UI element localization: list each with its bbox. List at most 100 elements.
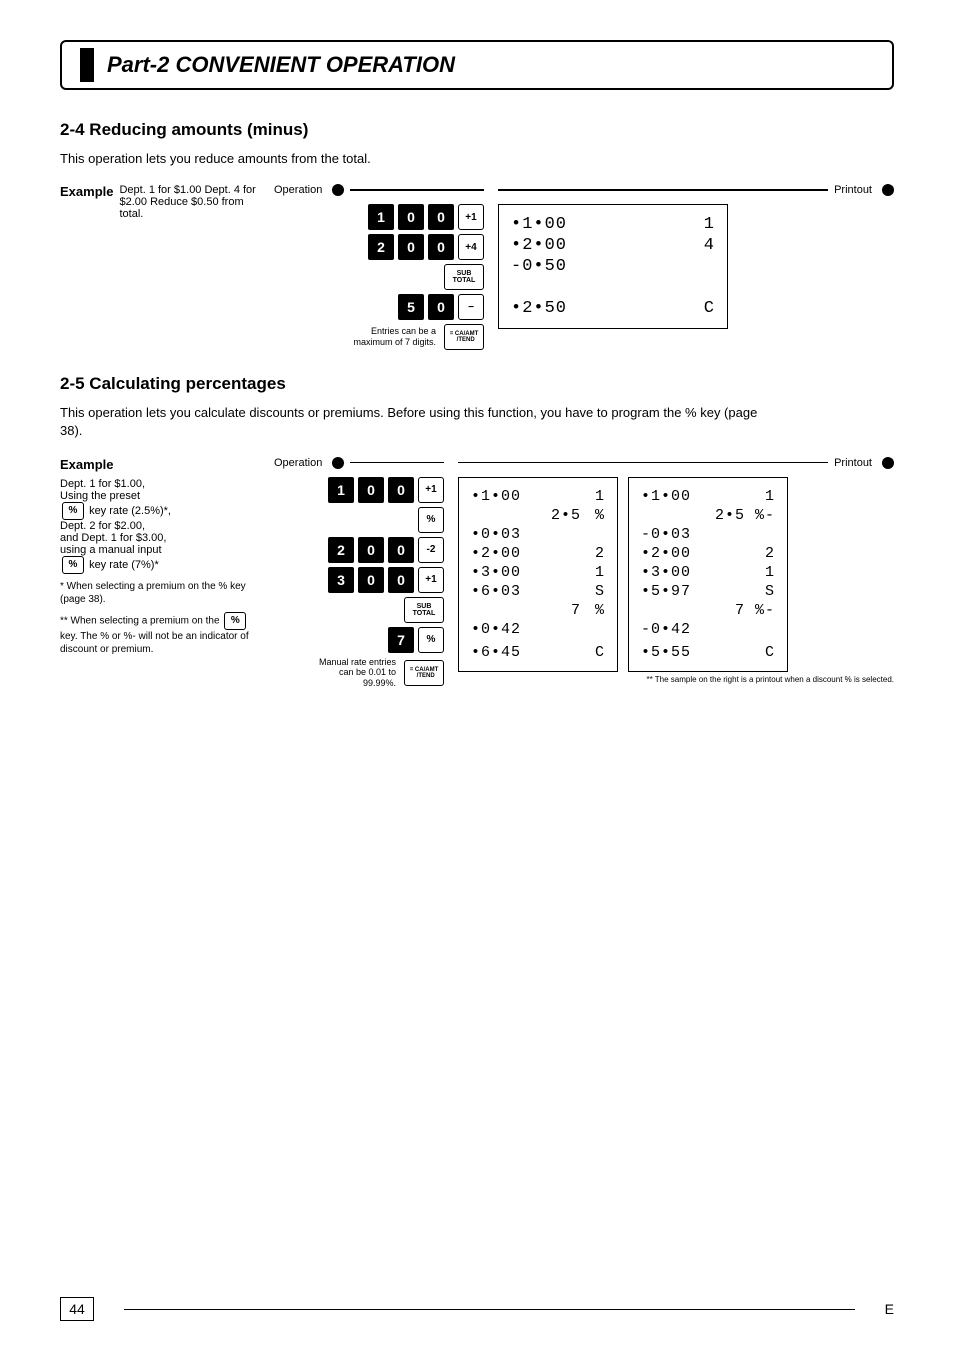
caption-line: Dept. 2 for $2.00, (60, 520, 260, 532)
caption-line: and Dept. 1 for $3.00, (60, 532, 260, 544)
receipt-line: -0•50 (511, 257, 567, 276)
digit-key: 2 (368, 234, 394, 260)
receipt-line: •2•00 (641, 545, 691, 562)
caption-line: % key rate (2.5%)*, (60, 502, 260, 520)
section2-desc: This operation lets you calculate discou… (60, 404, 760, 440)
dot-icon (332, 184, 344, 196)
dept-key: -2 (418, 537, 444, 563)
receipt-line: 2 (765, 545, 775, 562)
dept-key: +1 (418, 477, 444, 503)
receipt-line: S (595, 583, 605, 600)
digit-key: 3 (328, 567, 354, 593)
receipt-a: •1•001 2•5% •0•03 •2•002 •3•001 •6•03S 7… (458, 477, 618, 672)
printout-label: Printout (834, 457, 872, 469)
caption-line: % key rate (7%)* (60, 556, 260, 574)
key-row: 2 0 0 +4 (274, 234, 484, 260)
divider (350, 462, 444, 464)
digit-key: 0 (398, 204, 424, 230)
dept-key: +1 (418, 567, 444, 593)
section1-desc: This operation lets you reduce amounts f… (60, 150, 760, 168)
section2-title: 2-5 Calculating percentages (60, 374, 894, 394)
receipt-line: •6•03 (471, 583, 521, 600)
page-footer: 44 E (60, 1297, 894, 1321)
ca-amt-key: = CA/AMT /TEND (444, 324, 484, 350)
printout-label: Printout (834, 184, 872, 196)
example-caption: Dept. 1 for $1.00 Dept. 4 for $2.00 Redu… (119, 184, 260, 220)
percent-key: % (418, 507, 444, 533)
digit-key: 0 (388, 477, 414, 503)
key-row: 1 0 0 +1 (274, 204, 484, 230)
receipt-line: 1 (595, 488, 605, 505)
receipt-line: •3•00 (471, 564, 521, 581)
caption-text: key rate (2.5%)*, (89, 504, 171, 516)
digit-key: 0 (358, 567, 384, 593)
receipt-annotation: ** The sample on the right is a printout… (458, 676, 894, 685)
key-row: 3 0 0 +1 (274, 567, 444, 593)
minus-key: − (458, 294, 484, 320)
caption-line: Using the preset (60, 490, 260, 502)
key-row: 7 % (274, 627, 444, 653)
divider (458, 462, 828, 464)
receipt-line: C (704, 299, 715, 318)
receipt-line: -0•03 (641, 526, 691, 543)
receipt-line: 7 (471, 602, 581, 619)
subtotal-key: SUB TOTAL (404, 597, 444, 623)
divider (124, 1309, 855, 1310)
dot-icon (882, 184, 894, 196)
receipt-line: % (581, 602, 605, 619)
receipt-line: 2•5 (641, 507, 745, 524)
divider (350, 189, 484, 191)
receipt-line: S (765, 583, 775, 600)
example-label: Example (60, 457, 260, 472)
percent-key-icon: % (62, 502, 84, 520)
receipt-line: %- (745, 507, 775, 524)
receipt-line: •2•00 (471, 545, 521, 562)
example-label: Example (60, 184, 113, 199)
receipt-line: C (595, 644, 605, 661)
section1-title: 2-4 Reducing amounts (minus) (60, 120, 894, 140)
digit-key: 7 (388, 627, 414, 653)
receipt-line: 7 (641, 602, 745, 619)
note-text: key. The % or %- will not be an indicato… (60, 631, 249, 655)
page-title: Part-2 CONVENIENT OPERATION (107, 52, 847, 78)
caption-line: Dept. 1 for $1.00, (60, 478, 260, 490)
receipt-line: •1•00 (511, 215, 567, 234)
key-row: SUB TOTAL (274, 264, 484, 290)
receipt-line: 4 (704, 236, 715, 255)
digit-key: 5 (398, 294, 424, 320)
op-note: Manual rate entries can be 0.01 to 99.99… (306, 657, 396, 689)
receipt-line: •5•55 (641, 644, 691, 661)
digit-key: 0 (388, 567, 414, 593)
key-row: Manual rate entries can be 0.01 to 99.99… (274, 657, 444, 689)
caption-line: using a manual input (60, 544, 260, 556)
subtotal-key: SUB TOTAL (444, 264, 484, 290)
digit-key: 0 (388, 537, 414, 563)
receipt-line: 1 (704, 215, 715, 234)
receipt-line: -0•42 (641, 621, 691, 638)
receipt-line: 1 (595, 564, 605, 581)
star-note-2: ** When selecting a premium on the % key… (60, 612, 260, 656)
dept-key: +4 (458, 234, 484, 260)
receipt: •1•001 •2•004 -0•50 •2•50C (498, 204, 728, 329)
key-row: 1 0 0 +1 (274, 477, 444, 503)
digit-key: 0 (428, 204, 454, 230)
key-row: 2 0 0 -2 (274, 537, 444, 563)
star-note: * When selecting a premium on the % key … (60, 580, 260, 606)
operation-label: Operation (274, 457, 322, 469)
receipt-line: •6•45 (471, 644, 521, 661)
receipt-b: •1•001 2•5%- -0•03 •2•002 •3•001 •5•97S … (628, 477, 788, 672)
receipt-line: C (765, 644, 775, 661)
digit-key: 2 (328, 537, 354, 563)
digit-key: 0 (428, 234, 454, 260)
receipt-line: •2•50 (511, 299, 567, 318)
key-row: Entries can be a maximum of 7 digits. = … (274, 324, 484, 350)
receipt-line: •1•00 (641, 488, 691, 505)
percent-key-icon: % (62, 556, 84, 574)
receipt-line: 2•5 (471, 507, 581, 524)
dot-icon (882, 457, 894, 469)
digit-key: 1 (368, 204, 394, 230)
caption-text: key rate (7%)* (89, 558, 159, 570)
percent-key: % (418, 627, 444, 653)
receipt-line: 1 (765, 564, 775, 581)
receipt-line: %- (745, 602, 775, 619)
